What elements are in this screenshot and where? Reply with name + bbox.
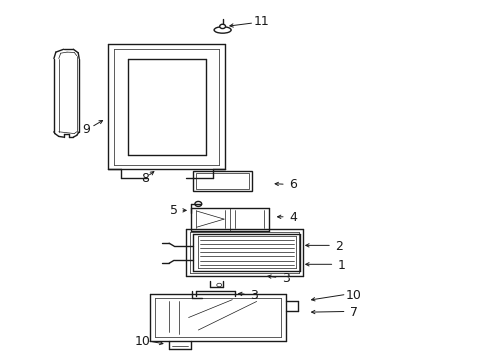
Text: 11: 11 bbox=[253, 14, 269, 27]
Text: 9: 9 bbox=[82, 123, 90, 136]
Text: 3: 3 bbox=[250, 288, 258, 302]
Text: 3: 3 bbox=[281, 272, 289, 285]
Text: 4: 4 bbox=[288, 211, 296, 224]
Text: 2: 2 bbox=[335, 240, 343, 253]
Text: 10: 10 bbox=[345, 288, 361, 302]
Ellipse shape bbox=[195, 202, 201, 206]
Bar bbox=[193, 171, 251, 191]
Text: 5: 5 bbox=[170, 204, 178, 217]
Text: 1: 1 bbox=[337, 258, 345, 271]
Text: 10: 10 bbox=[134, 335, 150, 348]
Text: 6: 6 bbox=[288, 178, 296, 191]
Bar bbox=[196, 173, 248, 189]
Ellipse shape bbox=[219, 24, 225, 28]
Text: 7: 7 bbox=[349, 306, 357, 319]
Ellipse shape bbox=[216, 283, 221, 287]
Text: 8: 8 bbox=[141, 172, 148, 185]
